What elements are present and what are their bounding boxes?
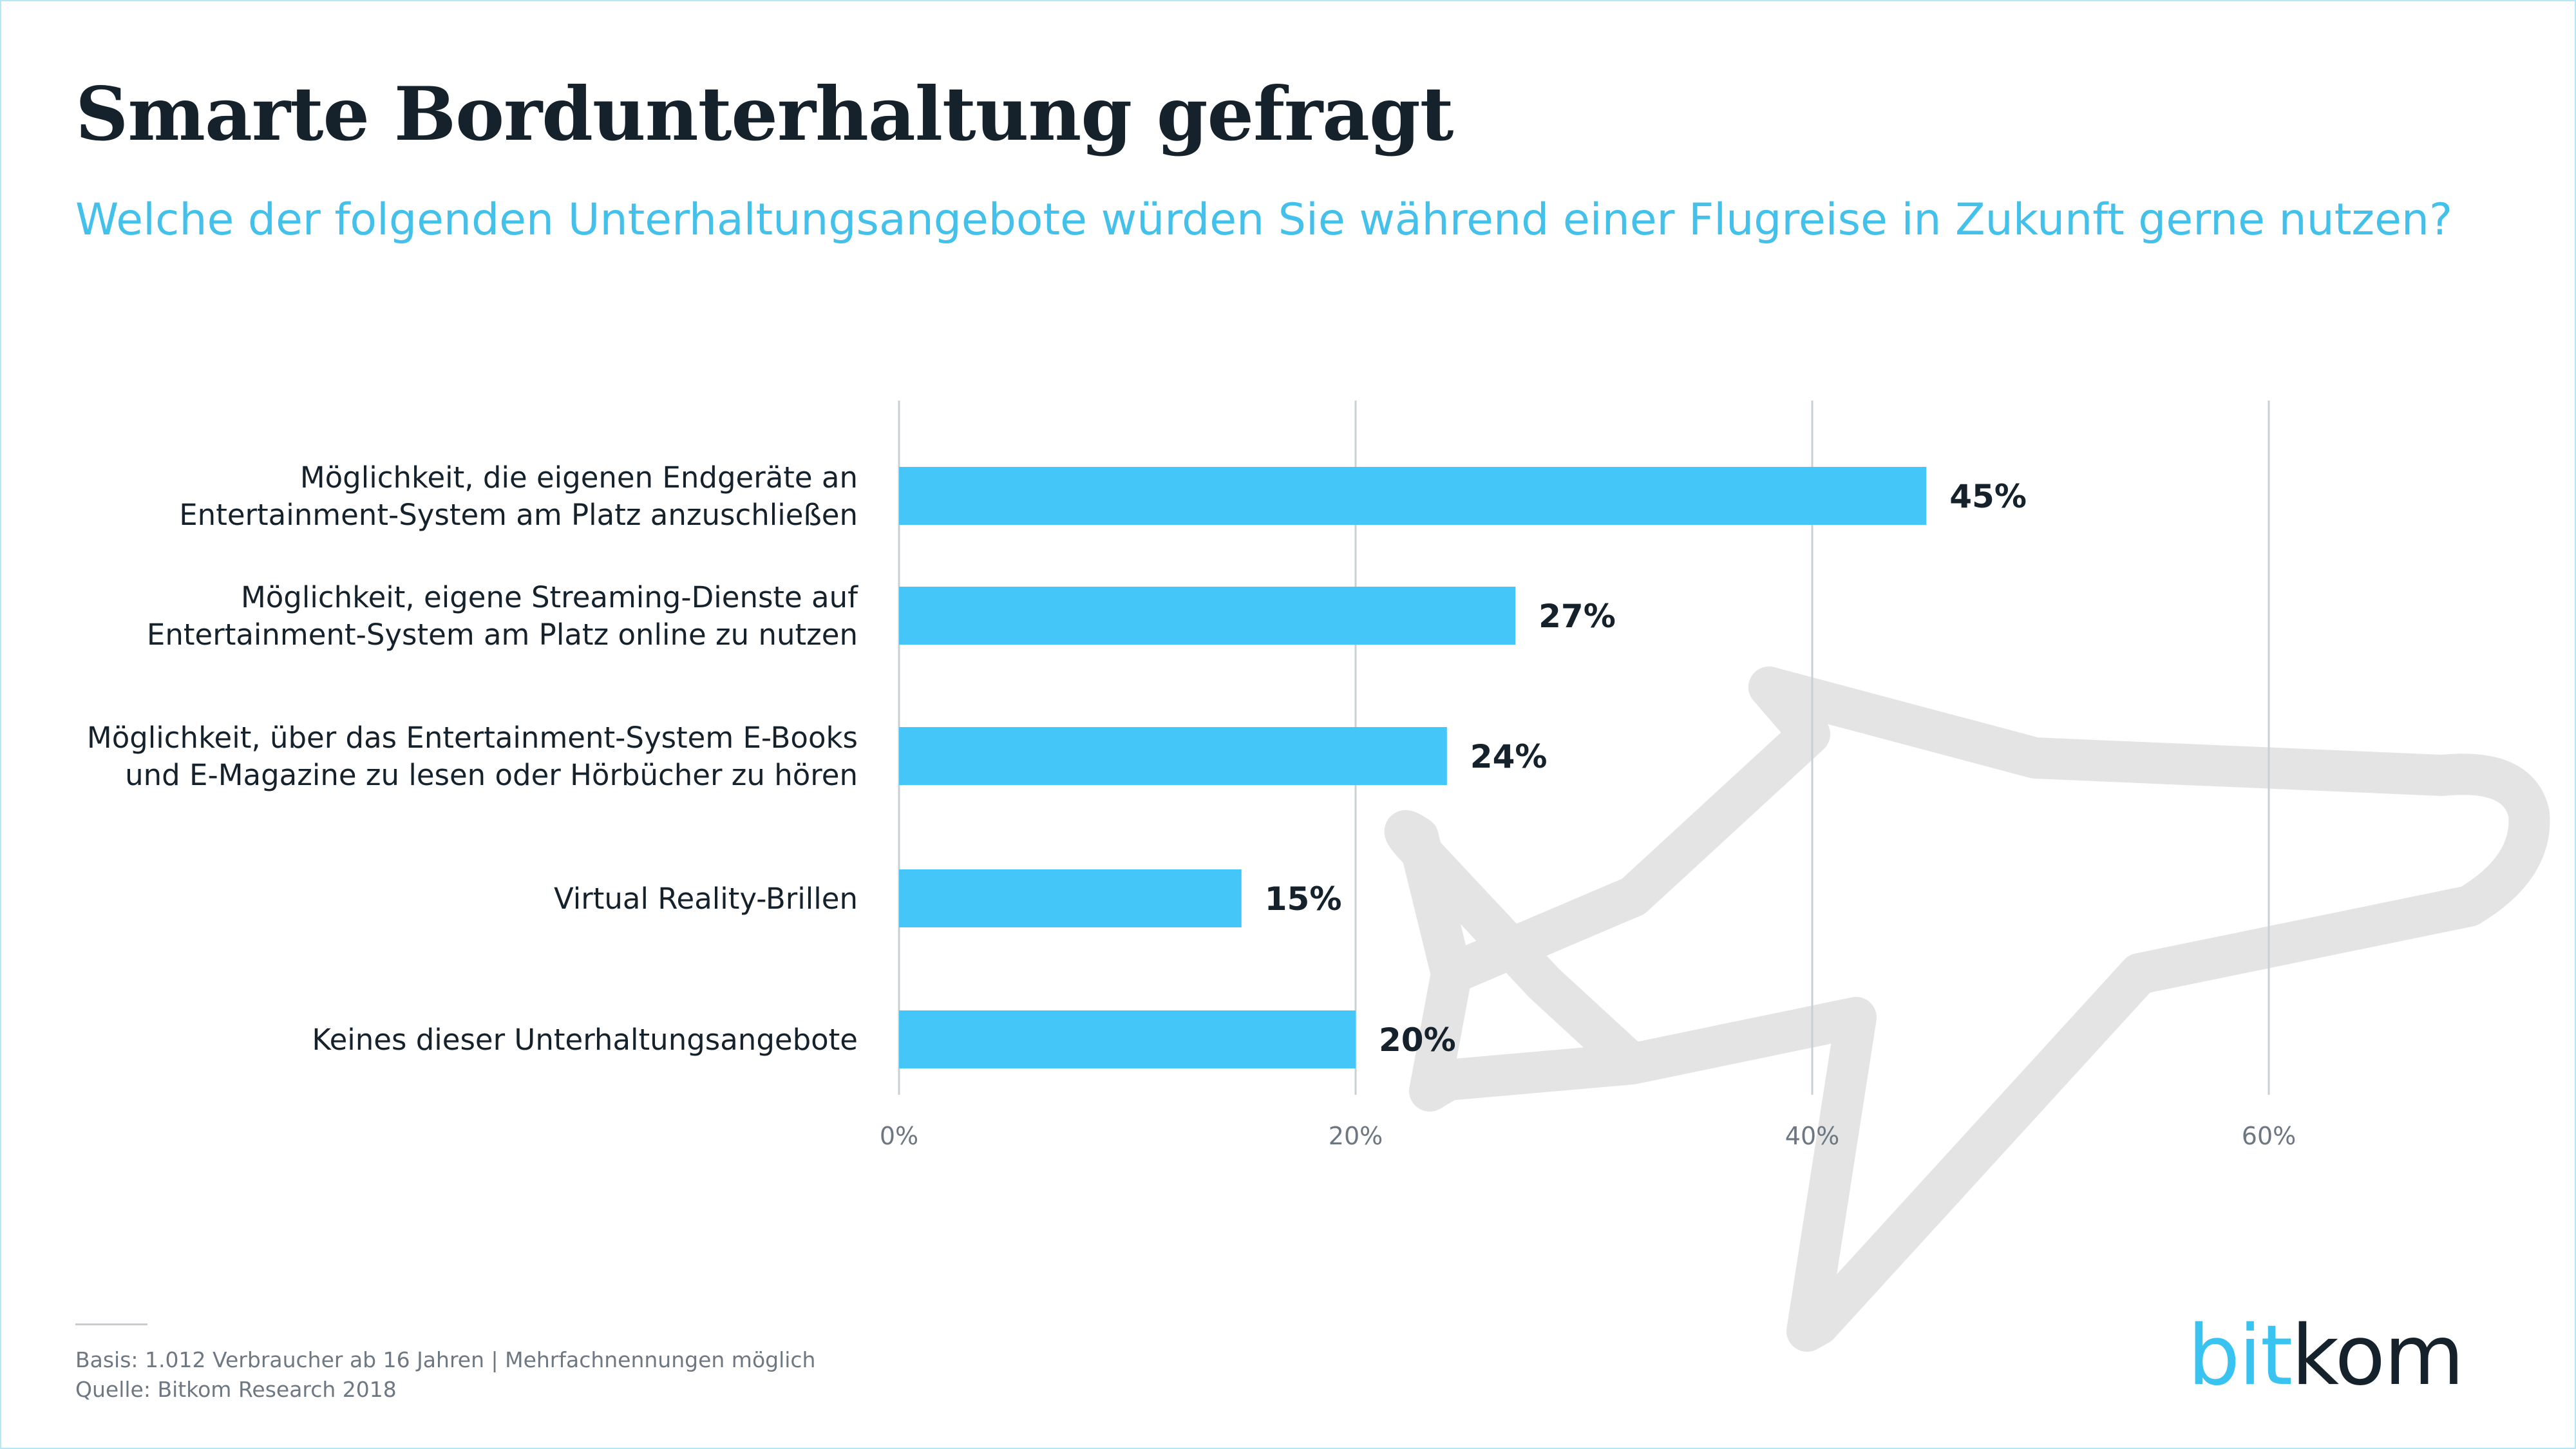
- x-tick-label: 60%: [2242, 1122, 2296, 1150]
- logo-bit: bit: [2188, 1308, 2293, 1404]
- category-label-line: Möglichkeit, eigene Streaming-Dienste au…: [241, 580, 858, 614]
- bar-value-label: 15%: [1265, 880, 1342, 918]
- category-label: Möglichkeit, eigene Streaming-Dienste au…: [147, 580, 858, 652]
- bar: [899, 869, 1242, 927]
- bar-value-label: 20%: [1379, 1021, 1456, 1059]
- category-label: Keines dieser Unterhaltungsangebote: [312, 1023, 858, 1057]
- category-label-line: Möglichkeit, über das Entertainment-Syst…: [87, 721, 858, 755]
- page-subtitle: Welche der folgenden Unterhaltungsangebo…: [75, 194, 2453, 245]
- category-labels: Möglichkeit, die eigenen Endgeräte an Ent…: [87, 460, 858, 1057]
- page-title: Smarte Bordunterhaltung gefragt: [75, 71, 1454, 157]
- logo-kom: kom: [2291, 1308, 2465, 1404]
- category-label: Möglichkeit, über das Entertainment-Syst…: [87, 721, 858, 792]
- bar-value-label: 45%: [1949, 478, 2027, 515]
- category-label-line: Entertainment-System am Platz online zu …: [147, 618, 858, 652]
- bar: [899, 1010, 1356, 1068]
- bar-value-label: 27%: [1539, 598, 1616, 635]
- category-label-line: Möglichkeit, die eigenen Endgeräte an: [300, 460, 858, 495]
- bitkom-logo: bitkom: [2188, 1315, 2465, 1397]
- bar-value-label: 24%: [1470, 738, 1548, 775]
- x-axis-tick-labels: 0% 20% 40% 60%: [880, 1122, 2296, 1150]
- bar: [899, 587, 1516, 645]
- x-tick-label: 0%: [880, 1122, 918, 1150]
- airplane-icon: [1385, 667, 2550, 1352]
- x-tick-label: 40%: [1785, 1122, 1839, 1150]
- category-label-line: Entertainment-System am Platz anzuschlie…: [179, 498, 858, 532]
- source-note: Quelle: Bitkom Research 2018: [75, 1377, 397, 1402]
- category-label: Möglichkeit, die eigenen Endgeräte an Ent…: [179, 460, 858, 532]
- bar: [899, 467, 1927, 525]
- basis-note: Basis: 1.012 Verbraucher ab 16 Jahren | …: [75, 1347, 816, 1372]
- category-label-line: Keines dieser Unterhaltungsangebote: [312, 1023, 858, 1057]
- bars: [899, 467, 1927, 1068]
- value-labels: 45% 27% 24% 15% 20%: [1265, 478, 2027, 1059]
- x-tick-label: 20%: [1329, 1122, 1383, 1150]
- footer-divider: [75, 1323, 147, 1325]
- category-label-line: Virtual Reality-Brillen: [554, 882, 858, 916]
- category-label-line: und E-Magazine zu lesen oder Hörbücher z…: [125, 758, 858, 792]
- bar: [899, 727, 1447, 785]
- category-label: Virtual Reality-Brillen: [554, 882, 858, 916]
